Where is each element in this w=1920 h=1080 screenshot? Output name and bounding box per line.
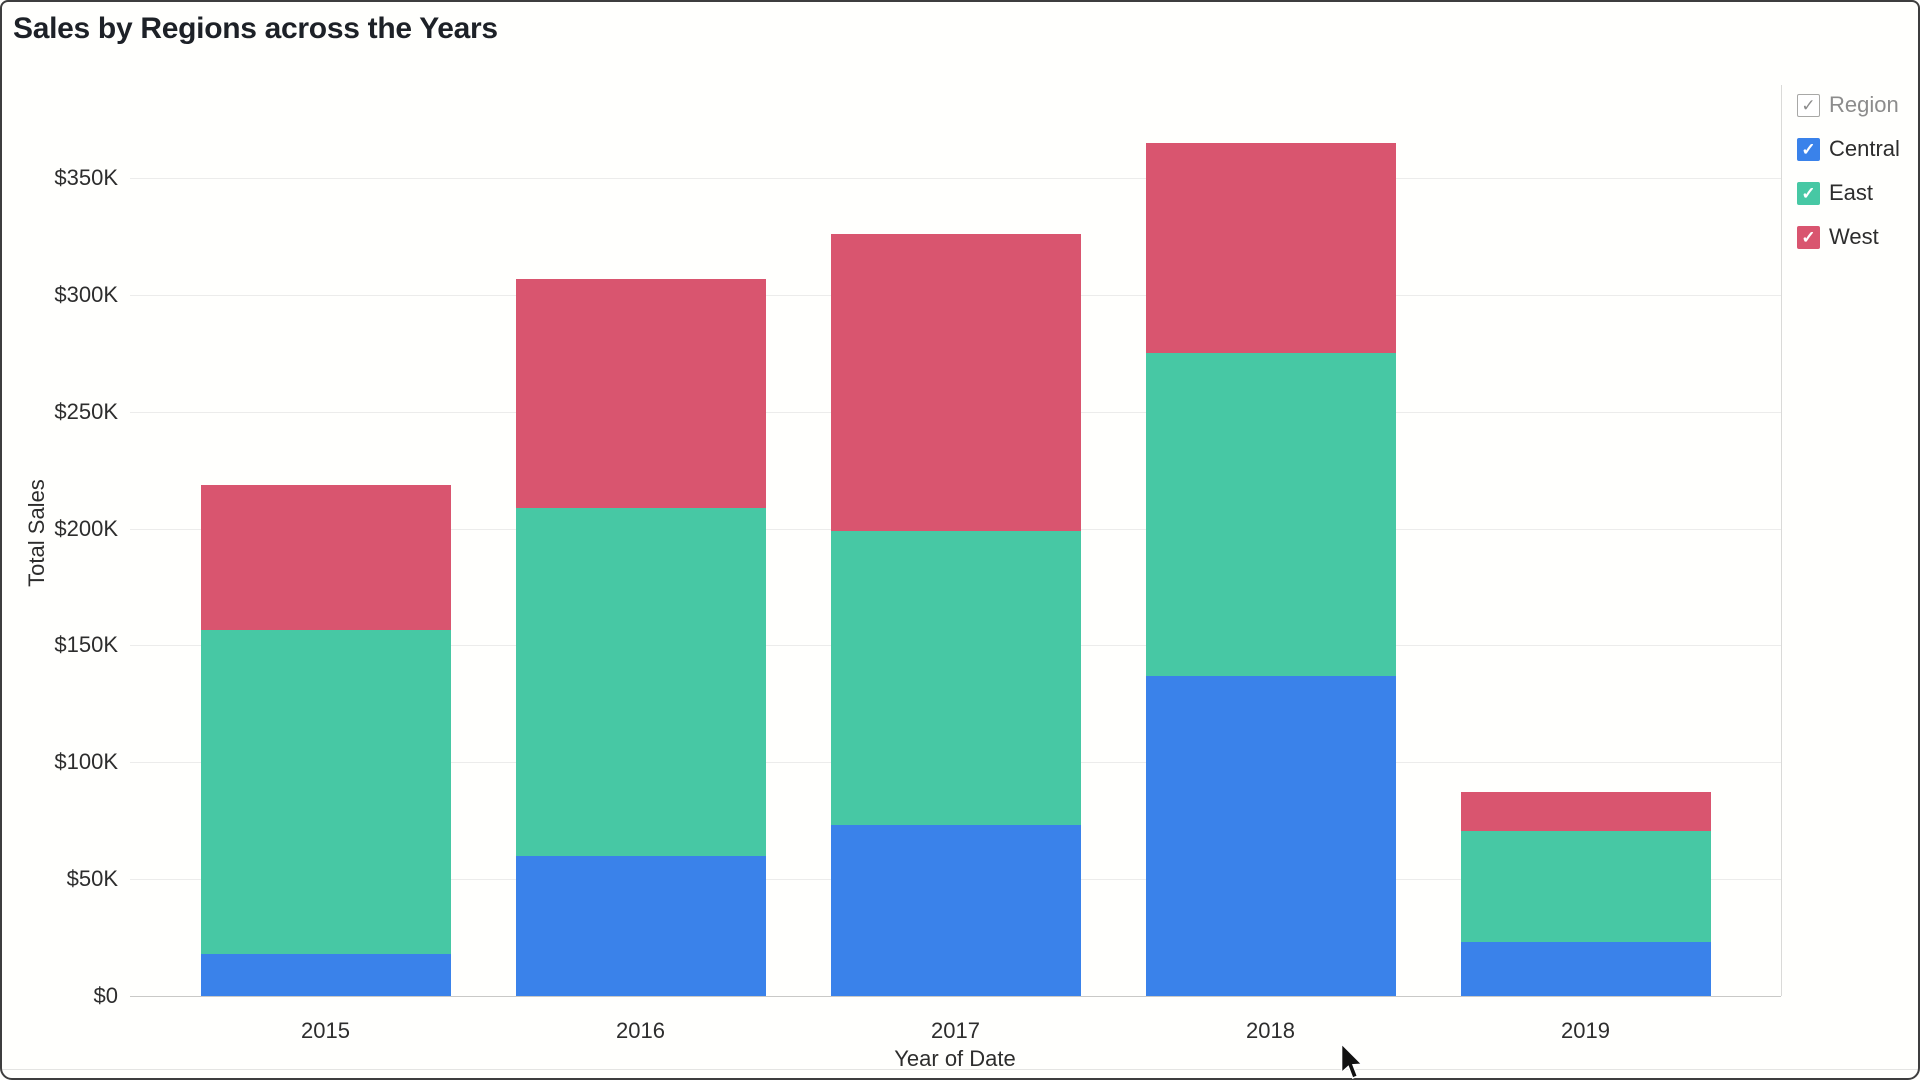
- check-icon: ✓: [1801, 183, 1816, 203]
- bar-segment-2016-central[interactable]: [515, 855, 766, 996]
- check-icon: ✓: [1801, 139, 1816, 159]
- bar-segment-2019-central[interactable]: [1460, 942, 1711, 996]
- legend-header-label: Region: [1829, 92, 1899, 117]
- bar-segment-2019-east[interactable]: [1460, 831, 1711, 943]
- x-tick-2016: 2016: [616, 1018, 665, 1043]
- bar-segment-2017-east[interactable]: [830, 530, 1081, 826]
- check-icon: ✓: [1801, 95, 1816, 115]
- bar-segment-2017-central[interactable]: [830, 825, 1081, 996]
- bar-segment-2017-west[interactable]: [830, 234, 1081, 531]
- legend-item-label: East: [1829, 180, 1874, 205]
- region-header-checkbox[interactable]: ✓: [1797, 93, 1820, 117]
- y-tick-$250K: $250K: [54, 399, 118, 424]
- legend-item-central[interactable]: ✓ Central: [1797, 136, 1900, 162]
- legend-item-west[interactable]: ✓ West: [1797, 224, 1900, 250]
- y-tick-$200K: $200K: [54, 516, 118, 541]
- x-tick-2018: 2018: [1246, 1018, 1295, 1043]
- bar-segment-2018-west[interactable]: [1145, 142, 1396, 354]
- bar-segment-2019-west[interactable]: [1460, 791, 1711, 832]
- y-tick-$300K: $300K: [54, 282, 118, 307]
- x-tick-2015: 2015: [301, 1018, 350, 1043]
- legend-item-east[interactable]: ✓ East: [1797, 180, 1900, 206]
- central-checkbox[interactable]: ✓: [1797, 137, 1820, 161]
- east-checkbox[interactable]: ✓: [1797, 181, 1820, 205]
- bar-segment-2015-east[interactable]: [200, 630, 451, 954]
- bar-segment-2016-east[interactable]: [515, 507, 766, 856]
- legend-item-label: Central: [1829, 136, 1900, 161]
- plot-right-border: [1781, 85, 1782, 996]
- window-bottom-divider: [2, 1069, 1918, 1070]
- check-icon: ✓: [1801, 227, 1816, 247]
- bar-segment-2015-west[interactable]: [200, 485, 451, 631]
- bar-segment-2015-central[interactable]: [200, 953, 451, 996]
- west-checkbox[interactable]: ✓: [1797, 225, 1820, 249]
- y-tick-$150K: $150K: [54, 632, 118, 657]
- legend: ✓ Region ✓ Central ✓ East ✓ West: [1797, 92, 1900, 250]
- bar-segment-2018-central[interactable]: [1145, 675, 1396, 996]
- gridline-$350K: [130, 178, 1781, 179]
- x-tick-2017: 2017: [931, 1018, 980, 1043]
- y-tick-$350K: $350K: [54, 165, 118, 190]
- chart-title: Sales by Regions across the Years: [13, 12, 498, 45]
- x-axis-line: [130, 996, 1781, 997]
- bar-segment-2018-east[interactable]: [1145, 353, 1396, 676]
- x-axis-title: Year of Date: [894, 1046, 1016, 1071]
- y-tick-$50K: $50K: [66, 866, 118, 891]
- y-tick-$100K: $100K: [54, 749, 118, 774]
- y-tick-$0: $0: [93, 983, 118, 1008]
- legend-header-region[interactable]: ✓ Region: [1797, 92, 1900, 118]
- mouse-cursor-icon: [1340, 1044, 1364, 1079]
- y-axis-title: Total Sales: [24, 479, 49, 587]
- legend-item-label: West: [1829, 224, 1879, 249]
- x-tick-2019: 2019: [1561, 1018, 1610, 1043]
- bar-segment-2016-west[interactable]: [515, 278, 766, 508]
